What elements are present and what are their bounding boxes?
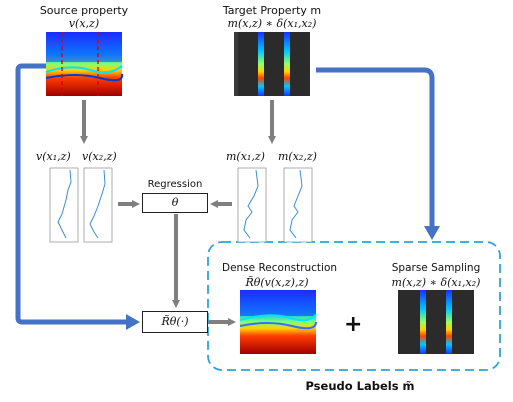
sparse-title: Sparse Sampling <box>391 262 481 274</box>
sparse-sampling-image <box>398 290 474 354</box>
source-formula: v(x,z) <box>68 17 100 30</box>
target-trace1-label: m(x₁,z) <box>226 150 265 163</box>
sparse-formula: m(x,z) ∗ δ(x₁,x₂) <box>391 276 481 289</box>
dense-title: Dense Reconstruction <box>222 262 338 274</box>
blue-arrowhead-operator <box>126 314 140 330</box>
dense-reconstruction-image <box>239 290 317 354</box>
blue-arrow-target-to-pseudo <box>316 67 435 228</box>
target-trace-panel-1 <box>237 167 267 243</box>
target-formula: m(x,z) ∗ δ(x₁,x₂) <box>227 17 317 30</box>
source-trace2-label: v(x₂,z) <box>82 150 117 163</box>
source-title: Source property <box>39 4 129 17</box>
pseudo-labels-caption: Pseudo Labels m̃ <box>305 379 415 393</box>
blue-arrowhead-pseudo <box>424 226 440 240</box>
target-property-image <box>234 32 310 96</box>
pseudo-labels-dashed-box <box>207 241 501 371</box>
blue-arrow-source-to-operator <box>15 63 128 325</box>
theta-box: θ <box>142 193 208 213</box>
regression-title: Regression <box>147 179 203 190</box>
source-trace-panel-2 <box>83 167 113 243</box>
operator-box: R̃θ(·) <box>142 311 208 333</box>
plus-sign: + <box>344 312 363 337</box>
target-title: Target Property m <box>222 4 322 17</box>
target-trace2-label: m(x₂,z) <box>278 150 317 163</box>
source-trace-panel-1 <box>49 167 79 243</box>
source-property-image <box>45 32 124 96</box>
target-trace-panel-2 <box>283 167 313 243</box>
dense-formula: R̃θ(v(x,z),z) <box>245 276 309 289</box>
source-trace1-label: v(x₁,z) <box>36 150 71 163</box>
